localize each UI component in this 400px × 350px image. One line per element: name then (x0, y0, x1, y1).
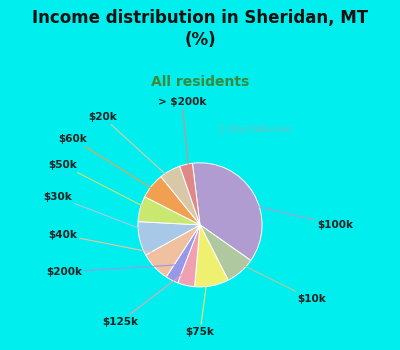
Text: > $200k: > $200k (158, 97, 206, 181)
Wedge shape (192, 163, 262, 260)
Wedge shape (194, 225, 228, 287)
Text: $50k: $50k (48, 160, 157, 213)
Wedge shape (138, 222, 200, 255)
Text: $200k: $200k (46, 265, 180, 277)
Wedge shape (161, 166, 200, 225)
Text: $30k: $30k (43, 192, 156, 235)
Text: $75k: $75k (186, 269, 214, 337)
Wedge shape (200, 225, 251, 280)
Text: $10k: $10k (229, 259, 326, 304)
Wedge shape (180, 163, 200, 225)
Text: All residents: All residents (151, 75, 249, 89)
Wedge shape (138, 197, 200, 225)
Text: $40k: $40k (48, 230, 167, 256)
Text: $20k: $20k (88, 112, 178, 186)
Text: $60k: $60k (58, 134, 165, 197)
Text: $125k: $125k (102, 268, 190, 327)
Wedge shape (178, 225, 200, 287)
Wedge shape (166, 225, 200, 283)
Text: ⓘ City-Data.com: ⓘ City-Data.com (219, 125, 292, 134)
Text: $100k: $100k (238, 202, 353, 230)
Wedge shape (146, 225, 200, 277)
Text: Income distribution in Sheridan, MT
(%): Income distribution in Sheridan, MT (%) (32, 9, 368, 49)
Wedge shape (145, 177, 200, 225)
